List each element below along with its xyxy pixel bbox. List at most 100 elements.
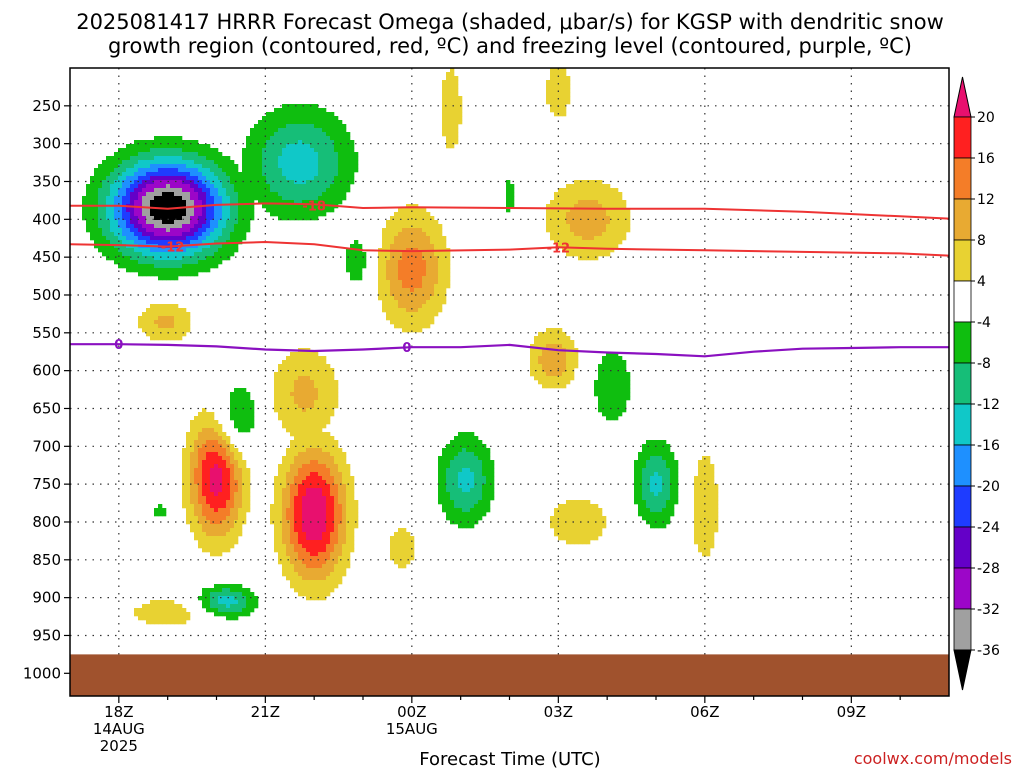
omega-cell xyxy=(98,212,103,217)
omega-cell xyxy=(326,536,331,541)
omega-cell xyxy=(314,504,319,509)
omega-cell xyxy=(206,500,211,505)
omega-cell xyxy=(298,128,303,133)
omega-cell xyxy=(422,324,427,329)
omega-cell xyxy=(322,392,327,397)
omega-cell xyxy=(566,196,571,201)
omega-cell xyxy=(106,248,111,253)
omega-cell xyxy=(278,512,283,517)
omega-cell xyxy=(342,468,347,473)
omega-cell xyxy=(194,232,199,237)
omega-cell xyxy=(334,468,339,473)
omega-cell xyxy=(126,224,131,229)
omega-cell xyxy=(154,236,159,241)
omega-cell xyxy=(242,508,247,513)
omega-cell xyxy=(158,224,163,229)
omega-cell xyxy=(422,264,427,269)
omega-cell xyxy=(226,192,231,197)
omega-cell xyxy=(186,444,191,449)
omega-cell xyxy=(418,252,423,257)
omega-cell xyxy=(142,268,147,273)
omega-cell xyxy=(202,224,207,229)
omega-cell xyxy=(586,180,591,185)
omega-cell xyxy=(458,460,463,465)
omega-cell xyxy=(210,248,215,253)
omega-cell xyxy=(326,168,331,173)
omega-cell xyxy=(158,504,163,509)
omega-cell xyxy=(198,192,203,197)
omega-cell xyxy=(334,508,339,513)
omega-cell xyxy=(410,544,415,549)
omega-cell xyxy=(278,144,283,149)
omega-cell xyxy=(130,172,135,177)
omega-cell xyxy=(226,184,231,189)
omega-cell xyxy=(342,556,347,561)
omega-cell xyxy=(430,232,435,237)
omega-cell xyxy=(314,596,319,601)
omega-cell xyxy=(146,312,151,317)
omega-cell xyxy=(314,204,319,209)
omega-cell xyxy=(102,216,107,221)
omega-cell xyxy=(306,440,311,445)
omega-cell xyxy=(238,508,243,513)
omega-cell xyxy=(194,252,199,257)
omega-cell xyxy=(546,368,551,373)
omega-cell xyxy=(450,124,455,129)
omega-cell xyxy=(290,532,295,537)
omega-cell xyxy=(470,484,475,489)
omega-cell xyxy=(546,384,551,389)
omega-cell xyxy=(450,144,455,149)
omega-cell xyxy=(98,200,103,205)
omega-cell xyxy=(314,584,319,589)
omega-cell xyxy=(390,548,395,553)
omega-cell xyxy=(566,212,571,217)
omega-cell xyxy=(458,512,463,517)
omega-cell xyxy=(326,544,331,549)
omega-cell xyxy=(210,492,215,497)
omega-cell xyxy=(510,192,515,197)
omega-cell xyxy=(342,152,347,157)
omega-cell xyxy=(426,308,431,313)
omega-cell xyxy=(214,180,219,185)
omega-cell xyxy=(482,492,487,497)
omega-cell xyxy=(298,568,303,573)
omega-cell xyxy=(226,180,231,185)
omega-cell xyxy=(534,356,539,361)
omega-cell xyxy=(186,172,191,177)
omega-cell xyxy=(562,344,567,349)
omega-cell xyxy=(218,476,223,481)
omega-cell xyxy=(314,404,319,409)
omega-cell xyxy=(278,160,283,165)
omega-cell xyxy=(246,184,251,189)
omega-cell xyxy=(310,396,315,401)
omega-cell xyxy=(442,256,447,261)
omega-cell xyxy=(162,168,167,173)
omega-cell xyxy=(282,492,287,497)
omega-cell xyxy=(306,124,311,129)
omega-cell xyxy=(290,476,295,481)
omega-cell xyxy=(210,420,215,425)
omega-cell xyxy=(186,164,191,169)
omega-cell xyxy=(238,428,243,433)
omega-cell xyxy=(262,116,267,121)
omega-cell xyxy=(294,484,299,489)
omega-cell xyxy=(282,116,287,121)
omega-cell xyxy=(310,156,315,161)
omega-cell xyxy=(406,236,411,241)
omega-cell xyxy=(438,492,443,497)
omega-cell xyxy=(466,496,471,501)
omega-cell xyxy=(282,532,287,537)
omega-cell xyxy=(158,260,163,265)
omega-cell xyxy=(402,320,407,325)
omega-cell xyxy=(342,460,347,465)
omega-cell xyxy=(302,404,307,409)
omega-cell xyxy=(322,360,327,365)
omega-cell xyxy=(310,548,315,553)
omega-cell xyxy=(314,408,319,413)
omega-cell xyxy=(214,468,219,473)
omega-cell xyxy=(202,268,207,273)
omega-cell xyxy=(442,300,447,305)
omega-cell xyxy=(254,144,259,149)
omega-cell xyxy=(438,304,443,309)
omega-cell xyxy=(162,160,167,165)
